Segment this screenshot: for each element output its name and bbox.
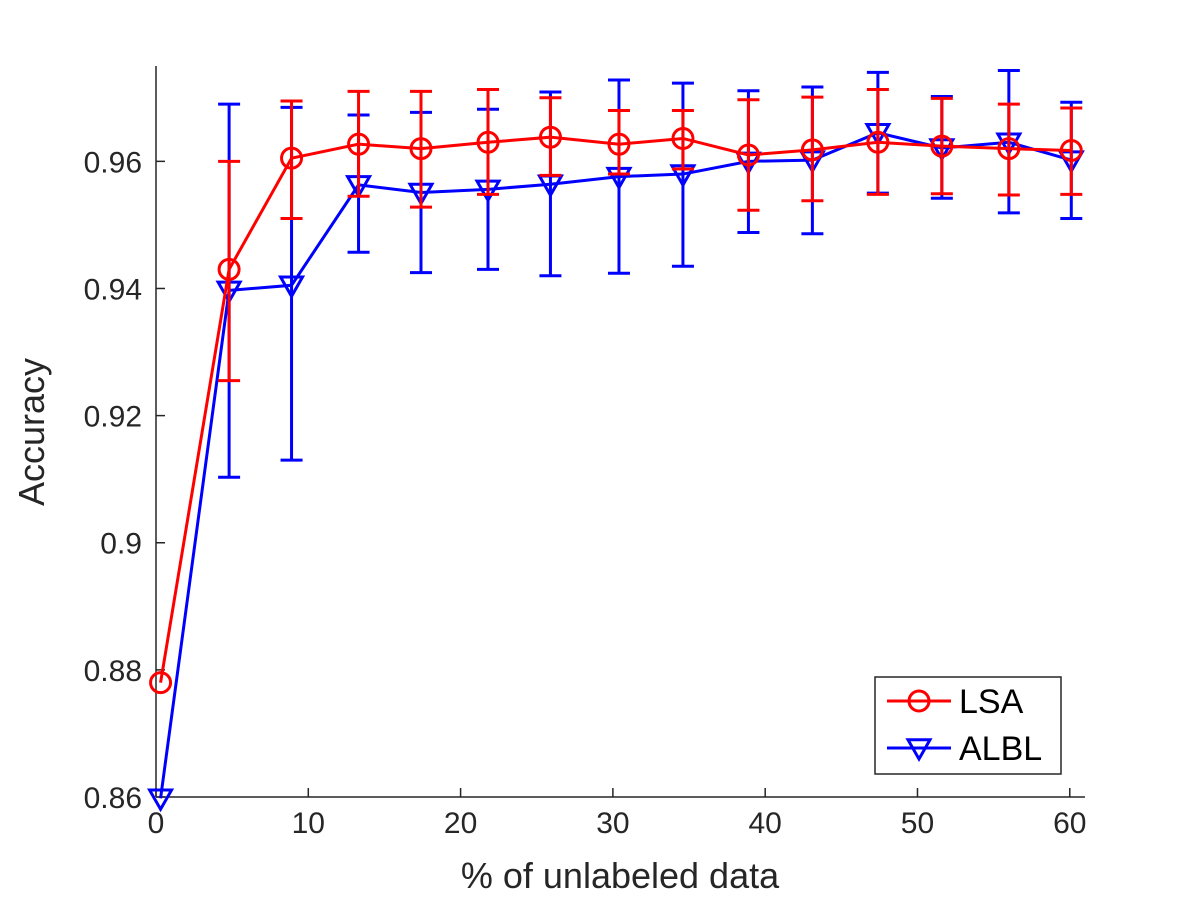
data-point-lsa <box>800 138 824 162</box>
x-tick-label: 30 <box>596 807 629 840</box>
data-point-albl <box>146 788 175 813</box>
x-tick-label: 0 <box>148 807 165 840</box>
data-point-albl <box>277 275 306 300</box>
data-point-lsa <box>149 671 173 695</box>
y-tick-label: 0.92 <box>84 401 142 434</box>
y-tick-label: 0.96 <box>84 146 142 179</box>
y-axis-title: Accuracy <box>11 358 52 506</box>
data-point-lsa <box>280 146 304 170</box>
data-point-lsa <box>930 134 954 158</box>
legend-label-albl: ALBL <box>959 730 1042 768</box>
data-point-lsa <box>1059 139 1083 163</box>
series-line-albl <box>159 131 1072 799</box>
series-line-lsa <box>159 135 1072 683</box>
axes: 0 10 20 30 40 50 60 0.86 0.88 0.9 0.92 0.94 0.96 <box>84 66 1086 840</box>
x-tick-label: 10 <box>292 807 325 840</box>
x-tick-label: 20 <box>444 807 477 840</box>
data-point-lsa <box>217 257 241 281</box>
y-tick-label: 0.9 <box>100 528 142 561</box>
legend-box <box>874 676 1062 775</box>
data-point-lsa <box>671 126 695 150</box>
data-point-lsa <box>997 137 1021 161</box>
series-layer <box>146 68 1085 813</box>
x-axis-title: % of unlabeled data <box>461 855 780 896</box>
data-point-lsa <box>409 137 433 161</box>
x-tick-label: 60 <box>1053 807 1086 840</box>
y-tick-label: 0.86 <box>84 782 142 815</box>
data-point-lsa <box>476 130 500 154</box>
x-tick-label: 50 <box>901 807 934 840</box>
data-point-lsa <box>607 132 631 156</box>
legend-marker-lsa <box>907 689 931 713</box>
data-point-lsa <box>538 125 562 149</box>
legend-label-lsa: LSA <box>959 683 1024 721</box>
data-point-lsa <box>736 143 760 167</box>
x-tick-label: 40 <box>748 807 781 840</box>
data-point-lsa <box>347 132 371 156</box>
legend-marker-albl <box>905 738 933 763</box>
y-tick-label: 0.88 <box>84 655 142 688</box>
y-tick-label: 0.94 <box>84 273 142 306</box>
data-point-lsa <box>866 130 890 154</box>
legend: LSA ALBL <box>874 676 1062 775</box>
series-lsa <box>149 88 1083 695</box>
